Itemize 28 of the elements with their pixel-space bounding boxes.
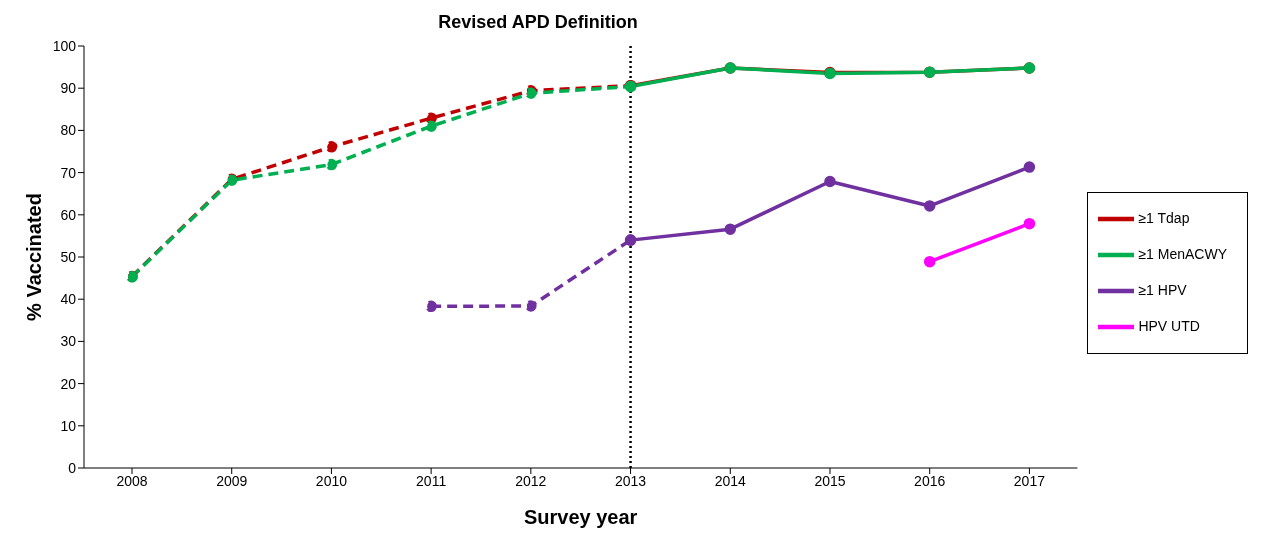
y-tick-label: 30 [60,333,77,350]
legend-label: ≥1 HPV [1138,282,1187,299]
legend-label: HPV UTD [1138,318,1200,335]
y-tick-label: 100 [52,37,77,54]
y-tick-label: 0 [68,459,77,476]
x-tick-label: 2008 [116,472,148,489]
y-tick-label: 40 [60,291,77,308]
x-tick-label: 2010 [315,472,348,489]
y-axis-title: % Vaccinated [23,193,46,321]
x-tick-label: 2017 [1013,472,1046,489]
y-tick-label: 80 [60,122,77,139]
y-tick-label: 90 [60,80,77,97]
y-tick-label: 20 [60,375,77,392]
x-tick-label: 2009 [216,472,248,489]
y-tick-label: 60 [60,206,77,223]
y-tick-label: 70 [60,164,77,181]
x-axis-title: Survey year [523,506,638,528]
legend-label: ≥1 MenACWY [1138,246,1227,263]
y-tick-label: 50 [60,248,77,265]
legend-label: ≥1 Tdap [1138,210,1190,227]
chart-title: Revised APD Definition [437,12,639,33]
x-tick-label: 2011 [416,472,447,489]
x-tick-label: 2014 [714,472,747,489]
x-tick-label: 2012 [515,472,547,489]
x-tick-label: 2013 [614,472,647,489]
x-tick-label: 2015 [814,472,846,489]
x-tick-label: 2016 [914,472,946,489]
y-tick-label: 10 [60,417,77,434]
